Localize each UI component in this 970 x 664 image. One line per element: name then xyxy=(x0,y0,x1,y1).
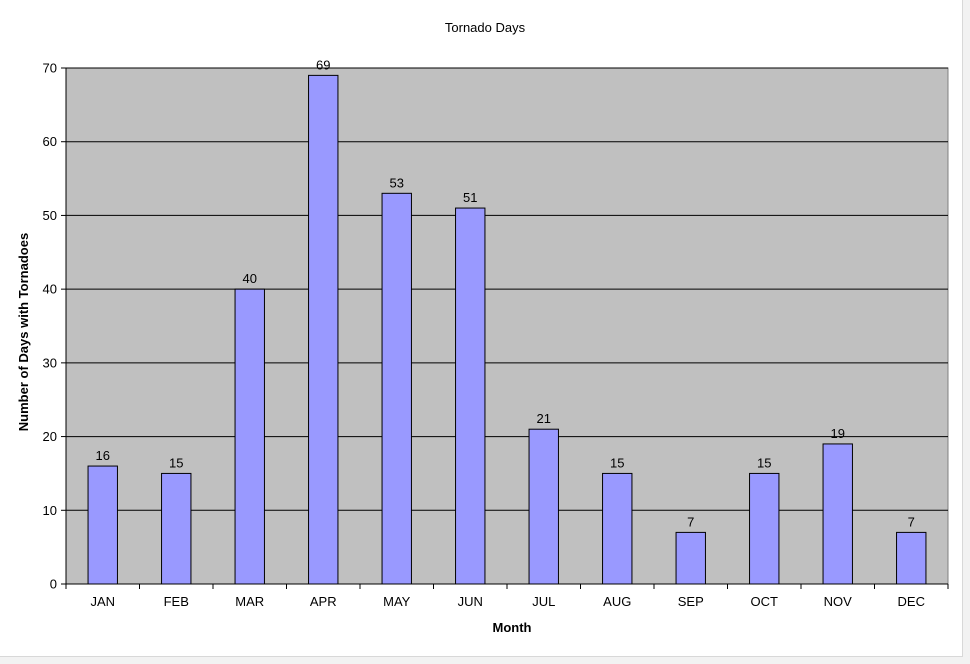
data-label: 15 xyxy=(757,455,771,470)
data-label: 7 xyxy=(687,514,694,529)
data-labels: 16 15 40 69 53 51 21 15 7 15 19 7 xyxy=(96,57,915,529)
x-tick-label: DEC xyxy=(898,594,925,609)
y-tick-label: 20 xyxy=(43,429,57,444)
x-tick-label: JAN xyxy=(90,594,115,609)
data-label: 51 xyxy=(463,190,477,205)
y-tick-label: 40 xyxy=(43,282,57,297)
data-label: 21 xyxy=(537,411,551,426)
bar-mar xyxy=(234,288,265,585)
bar-nov xyxy=(822,443,853,585)
bar-may xyxy=(381,192,412,585)
x-tick-label: APR xyxy=(310,594,337,609)
chart-title: Tornado Days xyxy=(445,20,526,35)
bars xyxy=(87,74,927,585)
bar-jun xyxy=(455,207,486,585)
bar-aug xyxy=(602,472,633,585)
data-label: 16 xyxy=(96,448,110,463)
data-label: 53 xyxy=(390,175,404,190)
x-axis: JAN FEB MAR APR MAY JUN JUL AUG SEP OCT NOV DEC xyxy=(65,583,949,609)
x-tick-label: FEB xyxy=(164,594,189,609)
data-label: 40 xyxy=(243,271,257,286)
x-tick-label: JUN xyxy=(458,594,483,609)
bar-sep xyxy=(675,531,706,585)
x-tick-label: NOV xyxy=(824,594,853,609)
y-axis-title: Number of Days with Tornadoes xyxy=(16,233,31,431)
y-axis: 0 10 20 30 40 50 60 70 xyxy=(43,61,67,592)
data-label: 69 xyxy=(316,57,330,72)
y-tick-label: 50 xyxy=(43,208,57,223)
data-label: 15 xyxy=(169,455,183,470)
data-label: 15 xyxy=(610,455,624,470)
bar-jul xyxy=(528,428,559,585)
bar-dec xyxy=(896,531,927,585)
x-tick-label: SEP xyxy=(678,594,704,609)
x-tick-label: AUG xyxy=(603,594,631,609)
y-tick-label: 60 xyxy=(43,134,57,149)
x-tick-label: MAR xyxy=(235,594,264,609)
bar-jan xyxy=(87,465,118,585)
x-tick-label: OCT xyxy=(751,594,779,609)
bar-oct xyxy=(749,472,780,585)
bar-feb xyxy=(161,472,192,585)
gridlines xyxy=(66,67,948,511)
data-label: 7 xyxy=(908,514,915,529)
plot-area xyxy=(65,67,949,585)
y-tick-label: 70 xyxy=(43,61,57,76)
x-tick-label: JUL xyxy=(532,594,555,609)
data-label: 19 xyxy=(831,426,845,441)
y-tick-label: 30 xyxy=(43,355,57,370)
bar-chart: Tornado Days 16 15 40 69 53 51 21 15 7 15 19 7 0 10 2… xyxy=(16,20,949,635)
x-tick-label: MAY xyxy=(383,594,411,609)
x-axis-title: Month xyxy=(493,620,532,635)
y-tick-label: 0 xyxy=(50,577,57,592)
y-tick-label: 10 xyxy=(43,503,57,518)
bar-apr xyxy=(308,74,339,585)
